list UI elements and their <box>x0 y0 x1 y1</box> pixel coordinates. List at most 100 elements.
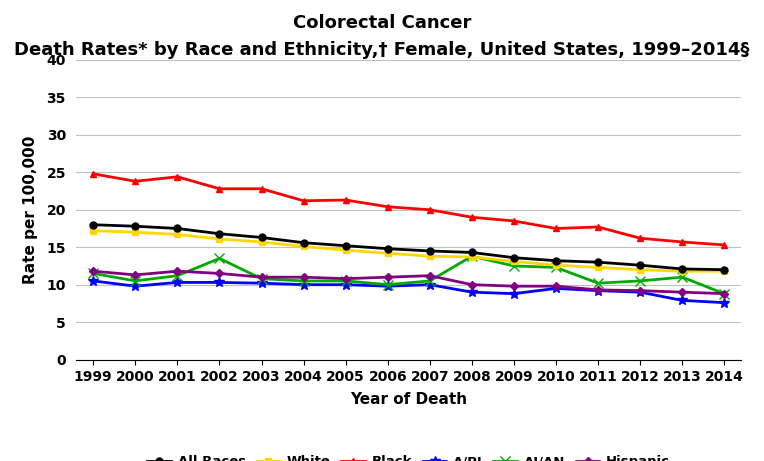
Y-axis label: Rate per 100,000: Rate per 100,000 <box>23 136 38 284</box>
A/PI <box>257 280 266 286</box>
Line: A/PI: A/PI <box>89 276 729 307</box>
All Races <box>131 224 140 229</box>
All Races <box>510 255 519 260</box>
A/PI <box>594 288 603 294</box>
Hispanic <box>552 284 561 289</box>
A/PI <box>173 280 182 285</box>
AI/AN <box>552 265 561 270</box>
All Races <box>257 235 266 240</box>
Black <box>89 171 98 177</box>
Black <box>173 174 182 180</box>
AI/AN <box>257 276 266 281</box>
Black <box>636 236 645 241</box>
Hispanic <box>594 287 603 293</box>
A/PI <box>468 290 477 295</box>
Hispanic <box>720 291 729 296</box>
AI/AN <box>173 273 182 278</box>
AI/AN <box>510 263 519 269</box>
Black <box>678 239 687 245</box>
A/PI <box>720 300 729 306</box>
White <box>173 232 182 237</box>
AI/AN <box>299 278 308 284</box>
Black <box>299 198 308 204</box>
All Races <box>341 243 350 248</box>
Black <box>468 214 477 220</box>
All Races <box>552 258 561 264</box>
AI/AN <box>383 282 392 288</box>
White <box>468 254 477 260</box>
All Races <box>468 250 477 255</box>
AI/AN <box>636 278 645 284</box>
A/PI <box>89 278 98 284</box>
Black <box>426 207 435 213</box>
All Races <box>215 231 224 236</box>
Text: Colorectal Cancer: Colorectal Cancer <box>293 14 471 32</box>
A/PI <box>636 290 645 295</box>
Hispanic <box>468 282 477 288</box>
Hispanic <box>173 268 182 274</box>
Hispanic <box>131 272 140 278</box>
Hispanic <box>215 271 224 276</box>
AI/AN <box>594 280 603 286</box>
All Races <box>299 240 308 246</box>
Hispanic <box>257 274 266 280</box>
AI/AN <box>720 291 729 296</box>
Line: White: White <box>89 227 728 275</box>
Black <box>552 226 561 231</box>
All Races <box>383 246 392 252</box>
All Races <box>173 226 182 231</box>
AI/AN <box>341 278 350 284</box>
Legend: All Races, White, Black, A/PI, AI/AN, Hispanic: All Races, White, Black, A/PI, AI/AN, Hi… <box>142 450 675 461</box>
White <box>299 244 308 249</box>
A/PI <box>299 282 308 288</box>
A/PI <box>678 298 687 303</box>
White <box>636 267 645 272</box>
A/PI <box>426 282 435 288</box>
Black <box>341 197 350 203</box>
White <box>215 236 224 242</box>
White <box>341 248 350 253</box>
White <box>257 239 266 245</box>
Black <box>594 224 603 230</box>
AI/AN <box>468 254 477 259</box>
White <box>383 250 392 256</box>
A/PI <box>552 286 561 291</box>
Line: Hispanic: Hispanic <box>90 268 727 296</box>
All Races <box>89 222 98 227</box>
AI/AN <box>131 278 140 284</box>
Hispanic <box>89 268 98 274</box>
A/PI <box>215 280 224 285</box>
AI/AN <box>426 278 435 284</box>
Hispanic <box>510 284 519 289</box>
A/PI <box>341 282 350 288</box>
A/PI <box>383 284 392 289</box>
All Races <box>678 266 687 272</box>
A/PI <box>510 291 519 296</box>
Hispanic <box>678 290 687 295</box>
Text: Death Rates* by Race and Ethnicity,† Female, United States, 1999–2014§: Death Rates* by Race and Ethnicity,† Fem… <box>15 41 749 59</box>
Black <box>257 186 266 192</box>
White <box>552 262 561 268</box>
Black <box>720 242 729 248</box>
Line: All Races: All Races <box>89 221 728 273</box>
White <box>510 259 519 264</box>
All Races <box>636 262 645 268</box>
X-axis label: Year of Death: Year of Death <box>350 392 468 408</box>
White <box>594 265 603 270</box>
Black <box>215 186 224 192</box>
AI/AN <box>215 256 224 261</box>
Line: Black: Black <box>89 170 728 248</box>
All Races <box>426 248 435 254</box>
White <box>678 268 687 274</box>
Black <box>510 218 519 224</box>
AI/AN <box>89 271 98 276</box>
Hispanic <box>426 273 435 278</box>
AI/AN <box>678 274 687 280</box>
White <box>720 268 729 274</box>
All Races <box>594 260 603 265</box>
Hispanic <box>383 274 392 280</box>
White <box>89 228 98 234</box>
Hispanic <box>341 276 350 281</box>
Hispanic <box>299 274 308 280</box>
All Races <box>720 267 729 272</box>
